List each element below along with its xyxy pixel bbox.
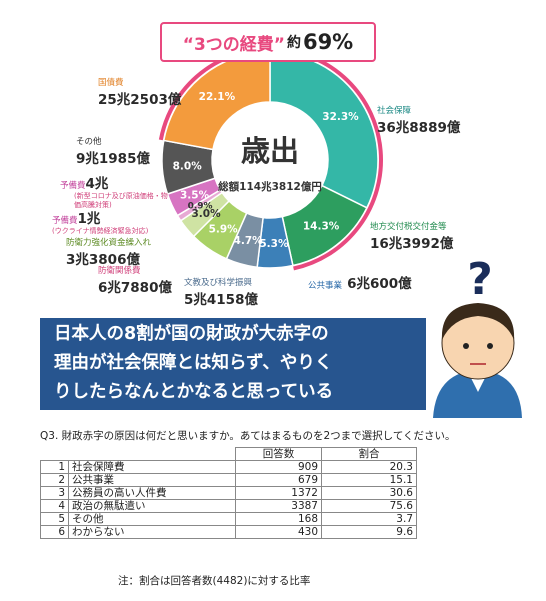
banner-line-2: 理由が社会保障とは知らず、やりく xyxy=(54,353,333,373)
table-row: 1 社会保障費 909 20.3 xyxy=(40,460,417,474)
question-mark-icon: ? xyxy=(467,254,493,305)
slice-percentage-label: 14.3% xyxy=(303,220,340,232)
table-row: 2 公共事業 679 15.1 xyxy=(40,473,417,487)
label-reserve-covid: 予備費4兆 (新型コロナ及び原油価格・物価高騰対策) xyxy=(60,176,168,209)
table-row: 4 政治の無駄遣い 3387 75.6 xyxy=(40,499,417,513)
callout-approx: 約 xyxy=(286,35,301,51)
percentage-labels: 32.3% 14.3% 5.3%4.7%5.9% 3.0%0.9%3.5% 8.0% 22… xyxy=(173,91,360,250)
table-header-row: 回答数 割合 xyxy=(41,447,417,461)
header-count: 回答数 xyxy=(235,447,322,461)
label-local-allocation: 地方交付税交付金等 16兆3992億 xyxy=(370,222,454,252)
label-reserve-ukraine: 予備費1兆 (ウクライナ情勢経済緊急対応) xyxy=(52,211,149,235)
table-row: 6 わからない 430 9.6 xyxy=(40,525,417,539)
slice-percentage-label: 32.3% xyxy=(322,111,359,123)
slice-percentage-label: 22.1% xyxy=(199,91,236,103)
headline-banner: 日本人の8割が国の財政が大赤字の 理由が社会保障とは知らず、やりく りしたらなん… xyxy=(40,318,426,410)
person-illustration: ? xyxy=(433,254,522,418)
label-defense: 防衛関係費 6兆7880億 xyxy=(98,266,172,296)
label-public-works: 公共事業 6兆600億 xyxy=(308,276,412,292)
slice-percentage-label: 5.3% xyxy=(259,238,289,250)
chart-title: 歳出 xyxy=(241,134,299,168)
label-other: その他 9兆1985億 xyxy=(76,137,150,167)
label-defense-fund: 防衛力強化資金繰入れ 3兆3806億 xyxy=(66,238,152,268)
label-social-security: 社会保障 36兆8889億 xyxy=(377,106,461,136)
table-row: 3 公務員の高い人件費 1372 30.6 xyxy=(40,486,417,500)
three-expenses-highlight-arc xyxy=(158,47,383,271)
survey-question: Q3. 財政赤字の原因は何だと思いますか。あてはまるものを2つまで選択してくださ… xyxy=(40,430,456,442)
slice-percentage-label: 5.9% xyxy=(209,224,239,236)
label-education-science: 文教及び科学振興 5兆4158億 xyxy=(184,278,258,308)
callout-percentage: 69% xyxy=(302,30,354,54)
banner-line-1: 日本人の8割が国の財政が大赤字の xyxy=(54,324,329,344)
survey-table: 回答数 割合 1 社会保障費 909 20.3 2 公共事業 679 15.1 3 公務員… xyxy=(40,447,417,539)
header-rate: 割合 xyxy=(321,447,417,461)
donut-slice xyxy=(269,51,379,209)
slice-percentage-label: 3.0% xyxy=(191,208,221,220)
slice-percentage-label: 8.0% xyxy=(173,161,203,173)
slice-percentage-label: 3.5% xyxy=(180,190,210,202)
chart-total-label: 総額114兆3812億円 xyxy=(218,180,322,193)
slice-percentage-label: 0.9% xyxy=(188,202,213,212)
three-expenses-callout: “3つの経費” 約 69% xyxy=(160,22,376,62)
survey-footnote: 注：割合は回答者数(4482)に対する比率 xyxy=(118,575,311,587)
slice-percentage-label: 4.7% xyxy=(234,235,264,247)
label-national-debt: 国債費 25兆2503億 xyxy=(98,78,182,108)
callout-quote: “3つの経費” xyxy=(182,34,285,55)
donut-slices xyxy=(161,51,379,269)
table-row: 5 その他 168 3.7 xyxy=(40,512,417,526)
banner-line-3: りしたらなんとかなると思っている xyxy=(54,382,334,402)
